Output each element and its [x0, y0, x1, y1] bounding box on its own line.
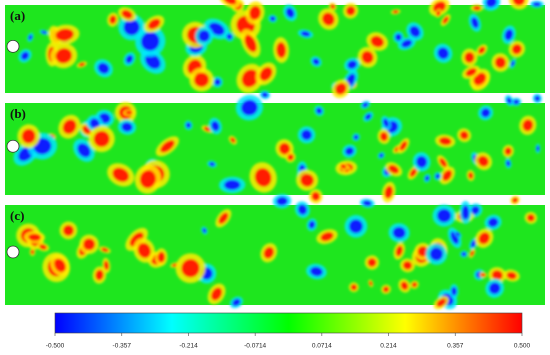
tick-label: -0.500	[46, 343, 65, 350]
panel-label: (a)	[10, 8, 25, 23]
tick-label: 0.357	[447, 343, 464, 350]
cylinder	[6, 245, 20, 259]
tick-label: -0.0714	[244, 343, 266, 350]
contour-panel: (b)	[5, 90, 545, 203]
tick-label: -0.357	[113, 343, 132, 350]
panel-label: (b)	[10, 106, 26, 121]
tick-label: 0.214	[380, 343, 397, 350]
cylinder	[6, 139, 20, 153]
cylinder	[6, 39, 20, 53]
tick-label: 0.500	[514, 343, 531, 350]
panel-label: (c)	[10, 208, 24, 223]
tick-label: -0.214	[179, 343, 198, 350]
tick-label: 0.0714	[312, 343, 332, 350]
contour-panel: (c)	[5, 189, 545, 310]
colorbar	[54, 312, 523, 334]
contour-panel: (a)	[5, 0, 545, 99]
